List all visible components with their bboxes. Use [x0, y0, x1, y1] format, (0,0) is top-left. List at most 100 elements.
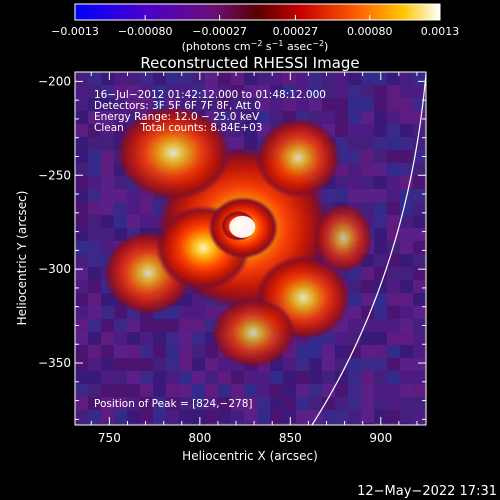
background-pixel [361, 150, 374, 163]
background-pixel [192, 332, 205, 345]
x-tick-label: 800 [188, 431, 211, 445]
background-pixel [309, 345, 322, 358]
background-pixel [88, 85, 101, 98]
background-pixel [361, 124, 374, 137]
background-pixel [413, 306, 426, 319]
background-pixel [218, 98, 231, 111]
background-pixel [374, 345, 387, 358]
background-pixel [387, 423, 400, 425]
background-pixel [244, 98, 257, 111]
background-pixel [413, 228, 426, 241]
background-pixel [205, 423, 218, 425]
background-pixel [244, 423, 257, 425]
unit-exponent: −2 [251, 39, 263, 48]
background-pixel [140, 423, 153, 425]
background-pixel [127, 423, 140, 425]
background-pixel [322, 98, 335, 111]
background-pixel [127, 98, 140, 111]
background-pixel [387, 358, 400, 371]
background-pixel [296, 72, 309, 85]
background-pixel [296, 397, 309, 410]
background-pixel [348, 137, 361, 150]
background-pixel [283, 423, 296, 425]
background-pixel [413, 397, 426, 410]
background-pixel [153, 371, 166, 384]
background-pixel [218, 397, 231, 410]
background-pixel [348, 397, 361, 410]
background-pixel [361, 293, 374, 306]
background-pixel [270, 384, 283, 397]
background-pixel [374, 150, 387, 163]
background-pixel [192, 319, 205, 332]
background-pixel [387, 85, 400, 98]
background-pixel [413, 189, 426, 202]
background-pixel [192, 358, 205, 371]
background-pixel [75, 241, 88, 254]
background-pixel [270, 111, 283, 124]
background-pixel [218, 384, 231, 397]
background-pixel [374, 228, 387, 241]
background-pixel [361, 423, 374, 425]
background-pixel [374, 254, 387, 267]
background-pixel [361, 332, 374, 345]
background-pixel [101, 332, 114, 345]
background-pixel [218, 72, 231, 85]
background-pixel [400, 384, 413, 397]
background-pixel [257, 85, 270, 98]
background-pixel [413, 332, 426, 345]
colorbar-ticks [74, 15, 441, 20]
background-pixel [348, 280, 361, 293]
background-pixel [335, 124, 348, 137]
background-pixel [88, 371, 101, 384]
background-pixel [322, 345, 335, 358]
background-pixel [127, 215, 140, 228]
background-pixel [309, 358, 322, 371]
background-pixel [179, 306, 192, 319]
background-pixel [88, 358, 101, 371]
background-pixel [231, 371, 244, 384]
background-pixel [374, 137, 387, 150]
background-pixel [387, 189, 400, 202]
background-pixel [218, 358, 231, 371]
background-pixel [348, 98, 361, 111]
background-pixel [400, 176, 413, 189]
background-pixel [270, 98, 283, 111]
annotation-time-range: 16−Jul−2012 01:42:12.000 to 01:48:12.000 [94, 89, 326, 101]
background-pixel [88, 293, 101, 306]
background-pixel [205, 371, 218, 384]
background-pixel [153, 332, 166, 345]
background-pixel [101, 228, 114, 241]
background-pixel [348, 85, 361, 98]
background-pixel [296, 358, 309, 371]
background-pixel [101, 124, 114, 137]
background-pixel [309, 72, 322, 85]
background-pixel [75, 150, 88, 163]
background-pixel [140, 202, 153, 215]
background-pixel [75, 345, 88, 358]
colorbar-tick-label: −0.00027 [192, 25, 247, 38]
y-tick-label: −350 [38, 356, 71, 370]
background-pixel [322, 111, 335, 124]
background-pixel [413, 358, 426, 371]
colorbar-tick-labels: −0.0013 −0.00080 −0.00027 0.00027 0.00080 0.0… [51, 25, 459, 38]
background-pixel [179, 319, 192, 332]
background-pixel [335, 397, 348, 410]
background-pixel [88, 319, 101, 332]
background-pixel [296, 98, 309, 111]
background-pixel [361, 397, 374, 410]
background-pixel [75, 202, 88, 215]
background-pixel [413, 384, 426, 397]
background-pixel [283, 371, 296, 384]
background-pixel [75, 332, 88, 345]
background-pixel [101, 358, 114, 371]
background-pixel [244, 111, 257, 124]
background-pixel [218, 85, 231, 98]
background-pixel [88, 345, 101, 358]
background-pixel [88, 423, 101, 425]
background-pixel [88, 98, 101, 111]
background-pixel [413, 319, 426, 332]
background-pixel [322, 410, 335, 423]
background-pixel [127, 371, 140, 384]
background-pixel [192, 423, 205, 425]
